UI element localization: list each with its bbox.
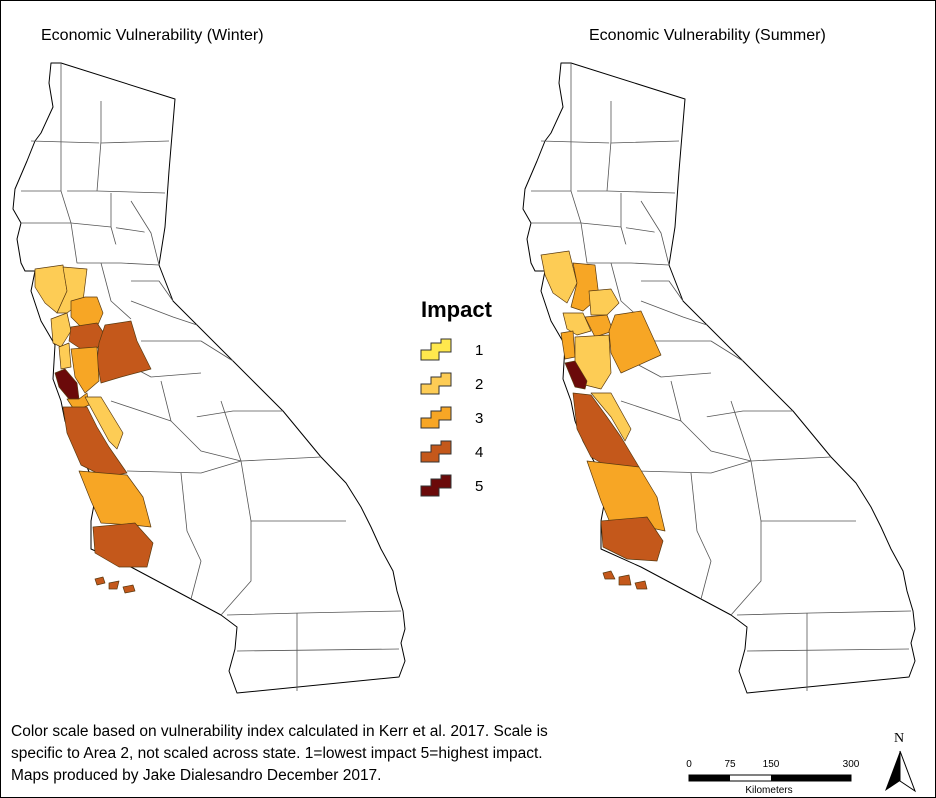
footer-line: Maps produced by Jake Dialesandro Decemb… — [11, 767, 382, 784]
legend-swatch — [420, 338, 452, 361]
north-arrow-icon — [885, 750, 917, 793]
legend-label: 2 — [475, 375, 484, 393]
scale-tick-label: 150 — [762, 759, 780, 770]
legend-label: 1 — [475, 341, 484, 359]
legend-swatch — [420, 440, 452, 463]
impact-regions — [540, 250, 666, 590]
legend-label: 3 — [475, 409, 484, 427]
impact-regions — [34, 264, 154, 594]
california-map-winter — [12, 62, 406, 694]
north-arrow: N — [881, 731, 921, 795]
legend-label: 4 — [475, 443, 484, 461]
scale-tick-label: 75 — [724, 759, 736, 770]
legend-item: 5 — [419, 469, 492, 503]
legend-label: 5 — [475, 477, 484, 495]
scale-bar: 0 75 150 300 Kilometers — [679, 759, 859, 797]
map-title-winter: Economic Vulnerability (Winter) — [41, 27, 264, 44]
map-title-summer: Economic Vulnerability (Summer) — [589, 27, 826, 44]
legend-swatch — [420, 474, 452, 497]
footer-line: specific to Area 2, not scaled across st… — [11, 745, 543, 762]
north-label: N — [894, 731, 905, 746]
legend-title: Impact — [421, 297, 492, 322]
footer-line: Color scale based on vulnerability index… — [11, 723, 548, 740]
scale-tick-label: 300 — [842, 759, 860, 770]
scale-tick-label: 0 — [686, 759, 692, 770]
california-map-summer — [522, 62, 916, 694]
footer-note: Color scale based on vulnerability index… — [11, 721, 548, 787]
impact-legend: Impact 1 2 3 4 5 — [419, 297, 492, 503]
legend-item: 4 — [419, 435, 492, 469]
legend-item: 3 — [419, 401, 492, 435]
scale-unit-label: Kilometers — [745, 785, 793, 796]
county-boundaries — [531, 63, 912, 691]
county-boundaries — [21, 63, 402, 691]
legend-swatch — [420, 372, 452, 395]
legend-item: 1 — [419, 333, 492, 367]
legend-item: 2 — [419, 367, 492, 401]
scale-bar-graphic — [688, 774, 852, 782]
legend-swatch — [420, 406, 452, 429]
